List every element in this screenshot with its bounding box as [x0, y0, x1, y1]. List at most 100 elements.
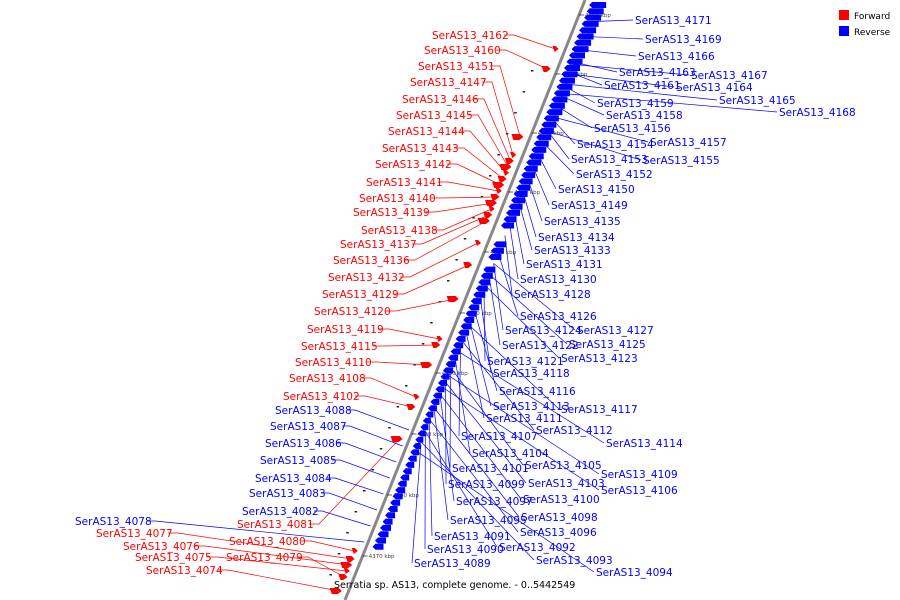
reverse-gene-label: SerAS13_4126: [520, 311, 597, 323]
forward-leader: [394, 264, 470, 295]
minor-feature: [497, 154, 500, 156]
reverse-feature: [372, 543, 384, 550]
reverse-leader: [542, 141, 575, 175]
forward-gene-label: SerAS13_4080: [229, 536, 306, 548]
reverse-gene-label: SerAS13_4096: [520, 527, 597, 539]
genome-caption: Serratia sp. AS13, complete genome. - 0.…: [334, 580, 575, 591]
reverse-feature: [387, 506, 398, 512]
reverse-leader: [546, 130, 642, 161]
reverse-feature: [412, 443, 421, 449]
reverse-leader: [434, 411, 449, 521]
forward-feature: [338, 574, 348, 580]
reverse-feature: [463, 317, 475, 323]
forward-leader: [298, 556, 345, 578]
reverse-feature: [526, 159, 542, 166]
forward-gene-label: SerAS13_4129: [322, 289, 399, 301]
forward-gene-label: SerAS13_4143: [382, 143, 459, 155]
minor-feature: [514, 112, 517, 114]
forward-feature: [351, 548, 358, 554]
reverse-leader: [337, 442, 397, 463]
reverse-feature: [397, 480, 407, 487]
forward-feature: [477, 218, 490, 224]
reverse-leader: [561, 93, 778, 113]
forward-leader: [468, 114, 509, 168]
forward-gene-label: SerAS13_4108: [289, 373, 366, 385]
forward-leader: [433, 208, 492, 231]
forward-gene-label: SerAS13_4144: [388, 126, 465, 138]
forward-gene-label: SerAS13_4076: [123, 541, 200, 553]
reverse-feature: [516, 184, 531, 191]
forward-leader: [438, 181, 499, 192]
reverse-leader: [474, 310, 498, 392]
reverse-leader: [469, 322, 492, 407]
reverse-gene-label: SerAS13_4125: [569, 339, 646, 351]
forward-feature: [436, 336, 443, 342]
reverse-leader: [509, 223, 519, 280]
minor-feature: [463, 238, 467, 240]
forward-leader: [367, 361, 430, 366]
reverse-leader: [332, 459, 390, 479]
reverse-feature: [483, 266, 496, 273]
reverse-feature: [405, 461, 415, 468]
minor-feature: [405, 385, 408, 387]
forward-feature: [552, 46, 559, 52]
minor-feature: [379, 448, 383, 450]
forward-gene-label: SerAS13_4120: [314, 306, 391, 318]
reverse-leader: [449, 371, 451, 469]
reverse-leader: [564, 86, 596, 104]
reverse-gene-label: SerAS13_4156: [594, 123, 671, 135]
forward-feature: [499, 164, 512, 170]
reverse-gene-label: SerAS13_4135: [544, 216, 621, 228]
forward-gene-label: SerAS13_4119: [307, 324, 384, 336]
reverse-feature: [465, 310, 477, 317]
reverse-gene-label: SerAS13_4121: [487, 356, 564, 368]
minor-feature: [421, 343, 425, 345]
reverse-feature: [518, 178, 533, 185]
reverse-feature: [455, 335, 466, 342]
forward-leader: [412, 214, 490, 245]
reverse-feature: [574, 39, 592, 46]
forward-gene-label: SerAS13_4137: [340, 239, 417, 251]
reverse-gene-label: SerAS13_4155: [643, 155, 720, 167]
forward-gene-label: SerAS13_4146: [402, 94, 479, 106]
reverse-gene-label: SerAS13_4094: [596, 567, 673, 579]
tick-label: 4390 kbp: [417, 432, 443, 438]
forward-gene-label: SerAS13_4079: [226, 552, 303, 564]
minor-feature: [472, 217, 475, 219]
reverse-gene-label: SerAS13_4095: [450, 515, 527, 527]
reverse-leader: [493, 263, 576, 331]
forward-leader: [309, 438, 400, 525]
reverse-gene-label: SerAS13_4101: [452, 463, 529, 475]
forward-leader: [425, 202, 494, 213]
reverse-gene-label: SerAS13_4097: [456, 496, 533, 508]
reverse-gene-label: SerAS13_4103: [528, 478, 605, 490]
reverse-feature: [410, 449, 420, 456]
forward-leader: [373, 344, 438, 347]
forward-gene-label: SerAS13_4102: [283, 391, 360, 403]
reverse-gene-label: SerAS13_4158: [606, 110, 683, 122]
reverse-leader: [147, 520, 365, 543]
reverse-leader: [342, 425, 403, 447]
reverse-feature: [390, 499, 401, 506]
reverse-gene-label: SerAS13_4116: [499, 386, 576, 398]
reverse-leader: [560, 95, 605, 116]
reverse-gene-label: SerAS13_4113: [493, 401, 570, 413]
reverse-leader: [565, 83, 718, 101]
tick-label: 4400 kbp: [442, 371, 468, 377]
reverse-leader: [532, 165, 550, 206]
forward-leader: [207, 556, 347, 572]
minor-feature: [346, 532, 349, 534]
legend-reverse-label: Reverse: [854, 28, 891, 38]
reverse-gene-label: SerAS13_4166: [638, 51, 715, 63]
reverse-feature: [523, 165, 538, 172]
forward-gene-label: SerAS13_4142: [375, 159, 452, 171]
reverse-leader: [439, 396, 455, 502]
reverse-leader: [488, 275, 501, 346]
reverse-feature: [543, 115, 559, 122]
reverse-leader: [504, 235, 513, 295]
forward-feature: [390, 436, 403, 442]
reverse-feature: [432, 392, 442, 399]
forward-leader: [474, 98, 511, 162]
reverse-gene-label: SerAS13_4085: [260, 455, 337, 467]
minor-feature: [388, 427, 391, 429]
